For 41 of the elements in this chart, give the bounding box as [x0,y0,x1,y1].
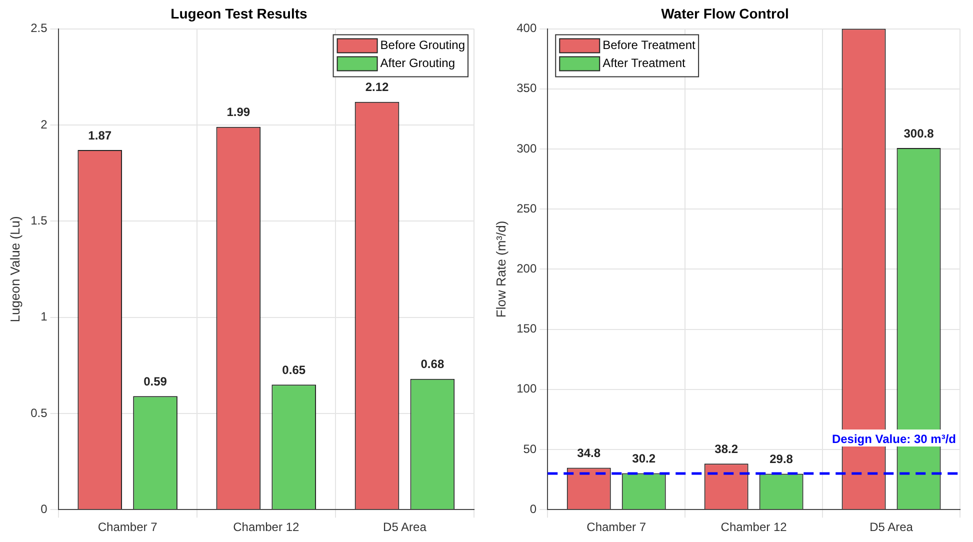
data-label: 300.8 [904,126,934,140]
data-label: 0.65 [282,362,306,377]
data-label: 0.59 [144,374,168,388]
x-tick-label: Chamber 12 [720,520,788,534]
data-label: 34.8 [577,446,601,460]
legend-label: After Grouting [380,56,455,70]
x-tick-label: Chamber 12 [233,520,300,534]
y-tick-label: 250 [516,201,537,216]
y-tick-label: 350 [516,81,537,96]
ref-line-label: Design Value: 30 m³/d [832,432,956,446]
y-axis-title: Flow Rate (m³/d) [493,220,508,318]
chart-title: Water Flow Control [661,5,789,22]
x-tick-label: Chamber 7 [586,520,646,534]
data-label: 38.2 [714,442,738,456]
data-label: 2.12 [365,80,389,94]
y-tick-label: 400 [516,21,537,36]
y-tick-label: 2.5 [30,21,48,36]
y-tick-label: 1.5 [30,213,48,228]
legend-label: After Treatment [602,56,686,70]
x-tick-label: Chamber 7 [98,520,158,534]
legend-label: Before Treatment [602,38,696,52]
x-tick-label: D5 Area [383,520,427,534]
chart-title: Lugeon Test Results [170,5,308,22]
data-label: 0.68 [420,357,444,372]
x-tick-label: D5 Area [870,520,914,534]
data-label: 29.8 [770,452,794,466]
y-tick-label: 0 [40,502,48,516]
y-tick-label: 100 [516,382,537,396]
y-tick-label: 50 [523,442,537,456]
y-tick-label: 2 [40,117,48,132]
data-label: 1.99 [226,105,250,120]
y-tick-label: 0 [530,502,537,516]
y-tick-label: 300 [516,141,537,156]
data-label: 30.2 [632,452,656,466]
legend-label: Before Grouting [380,38,466,52]
y-tick-label: 1 [40,310,48,324]
y-tick-label: 0.5 [30,406,48,420]
y-tick-label: 200 [516,262,537,276]
data-label: 1.87 [88,128,112,142]
y-tick-label: 150 [516,322,537,336]
y-axis-title: Lugeon Value (Lu) [7,216,22,322]
